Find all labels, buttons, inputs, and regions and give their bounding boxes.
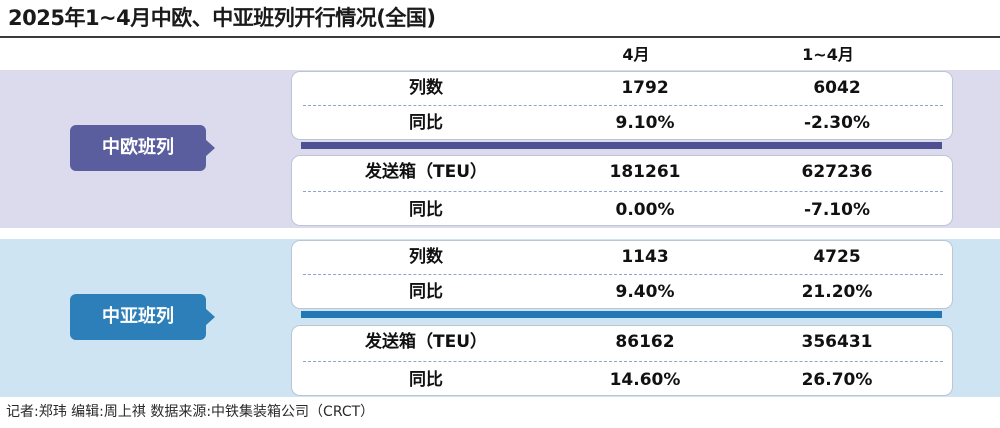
dashed-divider: [303, 274, 943, 275]
cell-jan-apr: -7.10%: [803, 200, 871, 220]
row-label: 同比: [409, 200, 443, 220]
cell-jan-apr: 6042: [813, 78, 861, 98]
row-label: 同比: [409, 113, 443, 133]
row-label: 发送箱（TEU）: [364, 162, 487, 182]
table-row: 发送箱（TEU） 181261 627236: [291, 155, 953, 189]
table-row: 列数 1143 4725: [291, 240, 953, 274]
column-header-jan-apr: 1~4月: [802, 45, 854, 64]
source-credits: 记者:郑玮 编辑:周上祺 数据来源:中铁集装箱公司（CRCT）: [6, 404, 375, 420]
dashed-divider: [303, 361, 943, 362]
cell-april: 9.10%: [615, 113, 675, 133]
cell-april: 1792: [621, 78, 669, 98]
column-header-april: 4月: [622, 45, 650, 64]
table-row: 同比 9.10% -2.30%: [291, 106, 953, 140]
cell-april: 9.40%: [615, 282, 675, 302]
cell-jan-apr: 356431: [801, 332, 873, 352]
table-row: 同比 0.00% -7.10%: [291, 193, 953, 227]
china-central-asia-teu-block: [291, 325, 953, 396]
cell-jan-apr: 26.70%: [801, 370, 873, 390]
cell-april: 1143: [621, 247, 669, 267]
table-row: 发送箱（TEU） 86162 356431: [291, 325, 953, 359]
row-label: 列数: [409, 247, 443, 267]
cell-april: 181261: [609, 162, 681, 182]
table-row: 同比 14.60% 26.70%: [291, 363, 953, 397]
cell-april: 14.60%: [609, 370, 681, 390]
china-europe-teu-block: [291, 155, 953, 226]
dashed-divider: [303, 105, 943, 106]
row-label: 列数: [409, 78, 443, 98]
table-row: 同比 9.40% 21.20%: [291, 275, 953, 309]
row-label: 同比: [409, 370, 443, 390]
cell-april: 0.00%: [615, 200, 675, 220]
china-central-asia-label: 中亚班列: [70, 294, 215, 340]
cell-jan-apr: -2.30%: [803, 113, 871, 133]
cell-jan-apr: 4725: [813, 247, 861, 267]
table-row: 列数 1792 6042: [291, 71, 953, 105]
china-central-asia-divider-bar: [301, 311, 942, 318]
row-label: 同比: [409, 282, 443, 302]
page-title: 2025年1~4月中欧、中亚班列开行情况(全国): [8, 6, 436, 30]
cell-jan-apr: 21.20%: [801, 282, 873, 302]
dashed-divider: [303, 191, 943, 192]
china-europe-divider-bar: [301, 142, 942, 149]
china-europe-label: 中欧班列: [70, 125, 215, 171]
cell-jan-apr: 627236: [801, 162, 873, 182]
cell-april: 86162: [615, 332, 675, 352]
row-label: 发送箱（TEU）: [364, 332, 487, 352]
title-divider: [0, 36, 1000, 38]
